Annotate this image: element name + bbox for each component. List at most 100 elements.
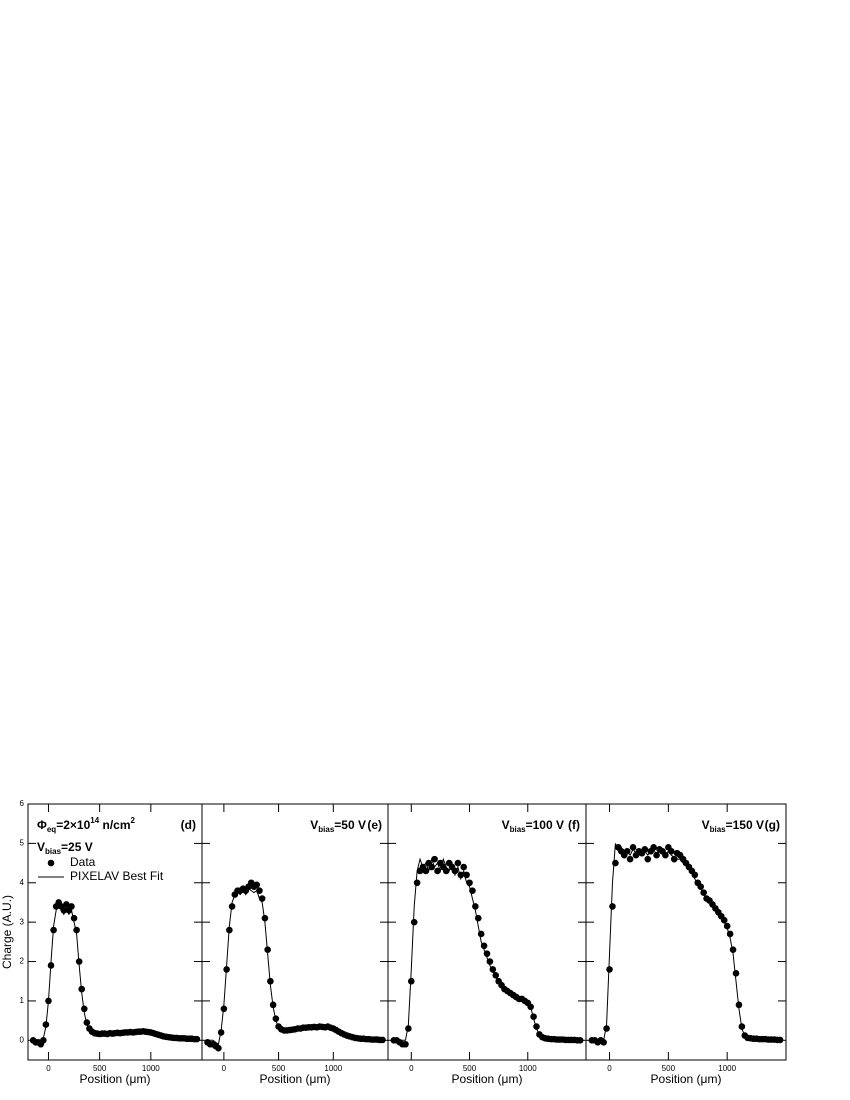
y-tick-label: 5 [20,838,25,847]
bias-label-part: V [37,840,45,854]
data-point [691,871,699,879]
bias-label-part: bias [45,847,62,856]
x-tick-label: 0 [222,1064,227,1073]
x-tick-label: 500 [662,1064,676,1073]
bias-label-part: bias [510,825,527,834]
x-axis-label: Position (μm) [80,1072,151,1086]
data-point [70,914,78,922]
data-point [641,845,649,853]
data-point [629,844,637,851]
data-point [720,916,728,924]
data-point [486,958,494,965]
fit-line [207,887,383,1046]
bias-label-part: V [702,818,710,832]
data-point [463,871,470,879]
data-point [434,867,441,875]
fit-line [33,905,197,1041]
fluence-label-part: n/cm [99,818,130,832]
data-point [623,847,631,855]
bias-label-part: bias [710,825,727,834]
bias-label-part: =50 V [334,818,366,832]
x-axis-label: Position (μm) [452,1072,523,1086]
data-point [407,977,415,985]
legend-label: Data [70,855,96,869]
data-point [527,1003,534,1011]
fluence-label-part: 14 [90,816,99,825]
y-tick-label: 4 [20,878,25,887]
x-tick-label: 500 [272,1064,286,1073]
data-point [670,855,678,863]
data-point [217,1029,225,1036]
data-point [451,867,459,875]
panel-label: (e) [367,818,382,832]
data-point [267,977,274,985]
data-point [431,855,438,863]
data-point [253,881,261,889]
data-point [42,1021,50,1028]
data-point [226,926,233,934]
data-point [63,901,70,908]
x-tick-label: 500 [93,1064,107,1073]
data-point [80,1005,88,1013]
data-point [256,887,263,894]
legend-marker [47,859,55,867]
x-tick-label: 0 [607,1064,612,1073]
x-tick-label: 500 [463,1064,477,1073]
data-point [477,930,485,938]
data-point [269,1001,277,1009]
bias-label-part: bias [318,825,335,834]
data-point [78,985,86,993]
data-point [697,883,705,891]
data-point [410,918,418,926]
data-point [700,889,707,896]
data-point [726,930,734,938]
data-point [533,1023,540,1030]
panel-label: (g) [765,818,780,832]
data-point [50,926,57,934]
data-point [402,1040,409,1048]
data-point [264,946,271,954]
data-point [489,966,497,973]
fluence-label-part: Φ [37,818,47,832]
data-point [75,958,83,965]
panel-label: (f) [568,818,580,832]
data-point [469,887,476,894]
data-point [723,922,731,930]
bias-label: Vbias=25 V [37,840,93,856]
bias-label: Vbias=50 V [310,818,366,834]
data-point [73,926,80,934]
data-point [492,972,500,979]
data-point [466,879,473,887]
data-point [460,863,468,871]
data-point [45,997,52,1005]
data-point [732,970,740,977]
x-tick-label: 0 [409,1064,414,1073]
data-point [215,1044,222,1052]
data-point [472,903,479,910]
data-point [609,903,616,910]
bias-label-part: V [502,818,510,832]
panel-label: (d) [181,818,196,832]
data-point [454,859,462,867]
data-point [776,1036,784,1044]
y-tick-label: 6 [20,799,25,808]
data-point [650,844,657,851]
data-point [228,903,236,910]
fluence-label-part: eq [47,825,56,834]
data-point [735,1001,743,1009]
data-point [457,871,465,879]
data-point [667,847,675,855]
x-tick-label: 1000 [519,1064,537,1073]
y-tick-label: 3 [20,917,25,926]
data-point [662,851,669,859]
data-point [272,1015,280,1022]
legend-label: PIXELAV Best Fit [70,869,164,883]
bias-label: Vbias=150 V [702,818,764,834]
y-tick-label: 2 [20,957,25,966]
panel-frame [387,803,587,1061]
data-point [600,1038,607,1046]
fluence-label-part: 2 [131,816,136,825]
data-point [379,1036,386,1044]
data-point [530,1013,537,1020]
